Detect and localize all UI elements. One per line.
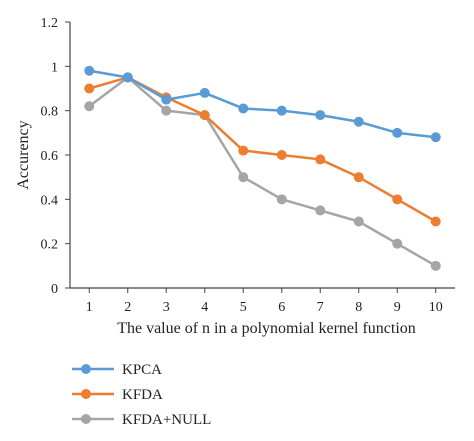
legend-swatch-marker xyxy=(81,389,91,399)
x-tick-label: 3 xyxy=(163,300,170,315)
data-point xyxy=(276,194,287,205)
series-kfda xyxy=(84,72,441,227)
series-line xyxy=(89,69,436,139)
series-kpca xyxy=(84,65,441,143)
data-point xyxy=(315,154,326,165)
x-tick-label: 10 xyxy=(429,300,443,315)
legend-swatch-marker xyxy=(81,364,91,374)
y-tick-label: 0.2 xyxy=(41,238,59,253)
series-layer xyxy=(84,65,441,271)
data-point xyxy=(353,172,364,183)
data-point xyxy=(276,150,287,160)
data-point xyxy=(238,145,249,156)
legend-item: KPCA xyxy=(72,362,162,378)
series-line xyxy=(88,76,437,223)
data-point xyxy=(122,72,133,83)
data-point xyxy=(392,194,403,205)
data-point xyxy=(84,65,95,76)
y-tick-label: 0.4 xyxy=(41,193,59,208)
x-tick-label: 8 xyxy=(355,300,362,315)
x-axis-ticks: 1 2 3 4 5 6 7 8 9 10 xyxy=(86,288,443,315)
data-point xyxy=(199,87,210,98)
data-point xyxy=(430,260,441,271)
data-point xyxy=(199,110,210,121)
legend-item: KFDA xyxy=(72,387,163,403)
legend-label: KFDA xyxy=(122,387,163,403)
y-tick-label: 0 xyxy=(51,282,58,297)
x-tick-label: 7 xyxy=(317,300,324,315)
x-tick-label: 6 xyxy=(278,300,285,315)
data-point xyxy=(392,127,403,138)
data-point xyxy=(238,103,249,114)
x-tick-label: 5 xyxy=(240,300,247,315)
x-tick-label: 9 xyxy=(394,300,401,315)
data-point xyxy=(161,105,172,116)
data-point xyxy=(392,238,403,249)
data-point xyxy=(430,132,441,143)
x-tick-label: 2 xyxy=(124,300,131,315)
y-tick-label: 0.6 xyxy=(41,149,59,164)
legend-label: KPCA xyxy=(122,362,162,378)
data-point xyxy=(84,83,95,94)
x-tick-label: 1 xyxy=(86,300,93,315)
data-point xyxy=(315,110,326,121)
x-axis-title: The value of n in a polynomial kernel fu… xyxy=(117,320,416,337)
data-point xyxy=(315,205,326,216)
data-point xyxy=(84,101,95,112)
series-line xyxy=(88,76,437,267)
y-tick-label: 0.8 xyxy=(41,105,59,120)
y-tick-label: 1 xyxy=(51,60,58,75)
data-point xyxy=(276,105,287,116)
y-axis-title: Accurency xyxy=(15,120,32,189)
data-point xyxy=(353,116,364,127)
legend-item: KFDA+NULL xyxy=(72,412,211,428)
legend: KPCA KFDA KFDA+NULL xyxy=(72,362,211,428)
data-point xyxy=(430,216,441,227)
series-kfda-null xyxy=(84,72,441,271)
x-tick-label: 4 xyxy=(201,300,208,315)
data-point xyxy=(161,94,172,105)
y-axis-ticks: 0 0.2 0.4 0.6 0.8 1 1.2 xyxy=(41,16,70,297)
legend-label: KFDA+NULL xyxy=(122,412,211,428)
y-tick-label: 1.2 xyxy=(41,16,59,31)
data-point xyxy=(353,216,364,227)
data-point xyxy=(238,172,249,183)
legend-swatch-marker xyxy=(81,414,91,424)
